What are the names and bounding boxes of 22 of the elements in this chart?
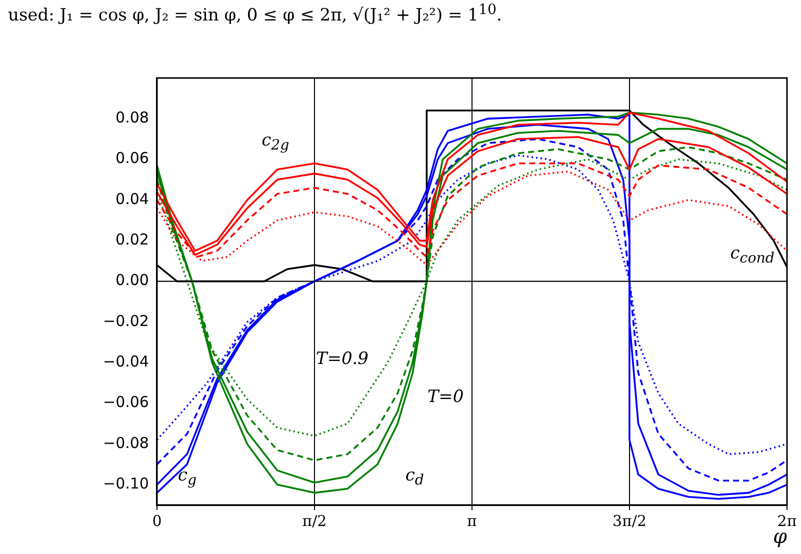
x-tick-label: 0 [152, 512, 162, 530]
y-tick-label: 0.02 [116, 230, 149, 249]
annotation: T=0 [427, 387, 464, 408]
x-tick-label: 3π/2 [612, 512, 646, 530]
annotation: c$_{cond}$ [730, 244, 774, 267]
y-tick-label: 0.06 [116, 149, 149, 168]
annotation: c$_{g}$ [178, 466, 196, 489]
x-tick-label: π [467, 512, 478, 530]
y-tick-label: −0.04 [103, 352, 149, 371]
x-tick-label: 2π [777, 512, 797, 530]
chart-title: used: J₁ = cos φ, J₂ = sin φ, 0 ≤ φ ≤ 2π, √(J₁² + J₂²) = 1$^{10}$. [8, 2, 502, 26]
y-tick-label: 0.08 [116, 108, 149, 127]
x-tick-label: π/2 [302, 512, 327, 530]
y-tick-label: 0.04 [116, 190, 149, 208]
annotation: T=0.9 [316, 348, 368, 369]
annotation: c$_{2g}$ [262, 130, 290, 154]
annotation: c$_{d}$ [405, 466, 424, 489]
y-tick-label: −0.02 [103, 312, 149, 330]
y-tick-label: −0.10 [103, 474, 149, 493]
y-tick-label: −0.08 [103, 434, 149, 452]
y-tick-label: −0.06 [103, 393, 149, 412]
y-tick-label: 0.00 [116, 271, 149, 290]
